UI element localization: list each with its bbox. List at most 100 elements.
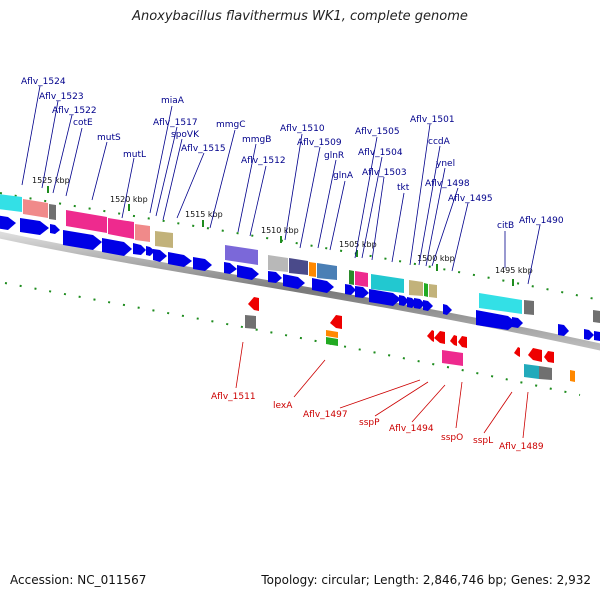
- forward-gene[interactable]: [558, 324, 569, 336]
- cog-block[interactable]: [371, 274, 404, 293]
- forward-gene[interactable]: [283, 274, 305, 289]
- gene-label[interactable]: Aflv_1515: [181, 144, 226, 154]
- reverse-gene[interactable]: [544, 351, 554, 363]
- forward-gene[interactable]: [168, 252, 192, 267]
- forward-gene[interactable]: [146, 246, 155, 256]
- cog-block[interactable]: [349, 270, 354, 285]
- gene-label[interactable]: Aflv_1510: [280, 124, 325, 134]
- reverse-gene[interactable]: [458, 336, 467, 348]
- cog-block[interactable]: [225, 245, 258, 265]
- reverse-gene[interactable]: [434, 331, 445, 344]
- cog-block[interactable]: [309, 262, 316, 277]
- gene-label[interactable]: Aflv_1522: [52, 106, 97, 116]
- cog-block[interactable]: [66, 210, 107, 233]
- gene-label[interactable]: Aflv_1524: [21, 77, 66, 87]
- cog-block[interactable]: [245, 315, 256, 329]
- gene-label[interactable]: Aflv_1517: [153, 118, 198, 128]
- reverse-gene[interactable]: [330, 315, 342, 329]
- cog-block[interactable]: [429, 284, 437, 298]
- gene-label[interactable]: mmgC: [216, 120, 246, 130]
- cog-block[interactable]: [524, 364, 539, 379]
- cog-block[interactable]: [355, 271, 368, 287]
- cog-block[interactable]: [326, 330, 338, 338]
- forward-gene[interactable]: [20, 218, 49, 235]
- reverse-gene[interactable]: [514, 347, 520, 357]
- gene-label[interactable]: Aflv_1504: [358, 148, 403, 158]
- reverse-gene[interactable]: [450, 335, 457, 346]
- gene-label[interactable]: Aflv_1503: [362, 168, 407, 178]
- cog-block[interactable]: [479, 293, 522, 314]
- gene-label[interactable]: Aflv_1501: [410, 115, 455, 125]
- forward-gene[interactable]: [312, 278, 334, 293]
- forward-gene[interactable]: [50, 224, 60, 234]
- gene-label[interactable]: tkt: [397, 183, 410, 193]
- forward-gene[interactable]: [153, 249, 167, 262]
- forward-gene[interactable]: [237, 265, 259, 280]
- gene-label[interactable]: Aflv_1509: [297, 138, 342, 148]
- cog-block[interactable]: [539, 366, 552, 380]
- gene-label[interactable]: ynel: [436, 159, 455, 169]
- cog-block[interactable]: [317, 263, 337, 280]
- gene-label[interactable]: ccdA: [428, 137, 451, 147]
- cog-block[interactable]: [23, 199, 48, 218]
- gene-label[interactable]: Aflv_1489: [499, 442, 544, 452]
- cog-block[interactable]: [0, 194, 22, 212]
- gene-label[interactable]: sspO: [441, 433, 463, 443]
- forward-gene[interactable]: [355, 286, 369, 298]
- cog-block[interactable]: [442, 350, 463, 366]
- cog-block[interactable]: [289, 258, 308, 275]
- gene-label[interactable]: glnA: [333, 171, 354, 181]
- forward-gene[interactable]: [345, 284, 356, 295]
- forward-gene[interactable]: [133, 243, 146, 255]
- gene-label[interactable]: Aflv_1494: [389, 424, 434, 434]
- forward-gene[interactable]: [268, 271, 282, 283]
- forward-gene[interactable]: [443, 304, 452, 315]
- forward-gene[interactable]: [224, 262, 237, 274]
- gene-label[interactable]: lexA: [273, 401, 293, 411]
- forward-gene[interactable]: [102, 238, 132, 256]
- gene-label[interactable]: mmgB: [242, 135, 271, 145]
- forward-gene[interactable]: [584, 329, 594, 340]
- gene-label[interactable]: Aflv_1523: [39, 92, 84, 102]
- gene-label[interactable]: Aflv_1505: [355, 127, 400, 137]
- gene-label[interactable]: mutL: [123, 150, 146, 160]
- cog-block[interactable]: [570, 370, 575, 382]
- gene-label[interactable]: mutS: [97, 133, 121, 143]
- cog-block[interactable]: [424, 283, 428, 297]
- reverse-gene[interactable]: [427, 330, 434, 342]
- cog-block[interactable]: [409, 280, 423, 296]
- cog-block[interactable]: [268, 255, 288, 272]
- cog-block[interactable]: [135, 224, 150, 242]
- gene-label[interactable]: Aflv_1497: [303, 410, 348, 420]
- gene-label[interactable]: Aflv_1490: [519, 216, 564, 226]
- gene-label[interactable]: Aflv_1511: [211, 392, 256, 402]
- cog-block[interactable]: [524, 300, 534, 315]
- cog-block[interactable]: [108, 218, 134, 239]
- forward-gene[interactable]: [63, 230, 102, 250]
- gene-label[interactable]: spoVK: [171, 130, 200, 140]
- gene-label[interactable]: citB: [497, 221, 514, 231]
- gene-label[interactable]: sspP: [359, 418, 380, 428]
- cog-block[interactable]: [49, 204, 56, 220]
- gene-label[interactable]: Aflv_1512: [241, 156, 286, 166]
- cog-block[interactable]: [155, 231, 173, 248]
- forward-gene[interactable]: [512, 317, 523, 328]
- forward-gene[interactable]: [476, 310, 517, 330]
- forward-gene[interactable]: [594, 331, 600, 341]
- gene-label[interactable]: glnR: [324, 151, 344, 161]
- gene-label[interactable]: miaA: [161, 96, 185, 106]
- forward-gene[interactable]: [414, 298, 425, 309]
- reverse-gene[interactable]: [248, 297, 259, 311]
- forward-gene[interactable]: [369, 289, 401, 306]
- cog-block[interactable]: [326, 337, 338, 346]
- forward-gene[interactable]: [0, 215, 16, 230]
- gene-label[interactable]: sspL: [473, 436, 493, 446]
- forward-gene[interactable]: [423, 300, 433, 311]
- reverse-gene[interactable]: [528, 348, 542, 362]
- gene-label[interactable]: cotE: [73, 118, 93, 128]
- cog-block[interactable]: [593, 310, 600, 323]
- forward-gene[interactable]: [193, 257, 212, 271]
- gene-label[interactable]: Aflv_1498: [425, 179, 470, 189]
- gene-label[interactable]: Aflv_1495: [448, 194, 493, 204]
- forward-gene[interactable]: [399, 295, 409, 306]
